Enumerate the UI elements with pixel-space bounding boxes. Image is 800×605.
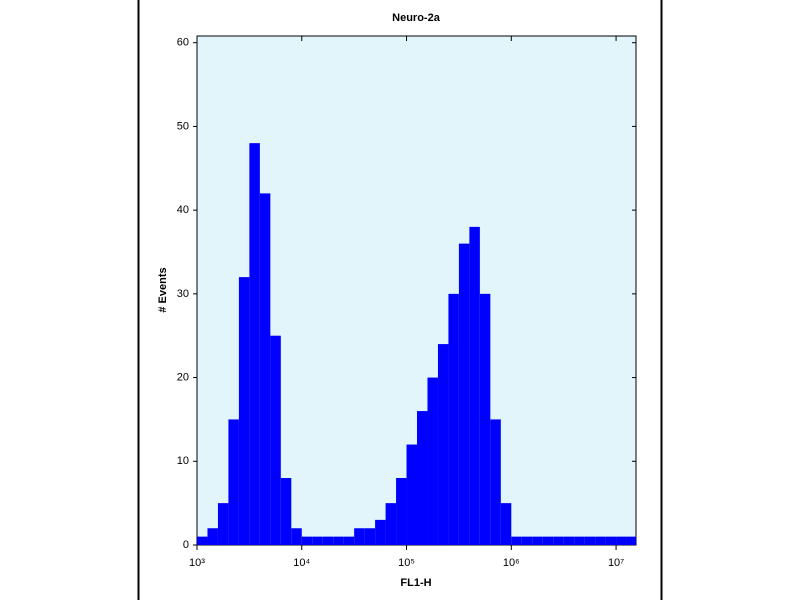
y-axis-label: # Events	[157, 267, 169, 312]
bar	[259, 193, 271, 545]
x-axis-label: FL1-H	[400, 577, 431, 589]
bar	[532, 536, 543, 545]
y-tick-label: 20	[177, 371, 189, 383]
bar	[228, 419, 239, 545]
bar	[217, 503, 229, 545]
bar	[375, 519, 386, 545]
y-tick-label: 60	[177, 37, 189, 49]
bar	[437, 344, 449, 545]
bar	[553, 536, 564, 545]
x-tick-label: 10⁵	[398, 557, 415, 569]
bar	[364, 528, 376, 545]
bar	[322, 536, 334, 545]
bar	[385, 503, 397, 545]
bar	[595, 536, 606, 545]
bar	[333, 536, 344, 545]
bar	[626, 536, 636, 545]
bar	[354, 528, 365, 545]
bar	[469, 226, 480, 545]
bar	[563, 536, 575, 545]
bar	[312, 536, 323, 545]
x-tick-label: 10⁴	[293, 557, 310, 569]
chart-title: Neuro-2a	[392, 12, 441, 24]
y-tick-label: 40	[177, 204, 189, 216]
bar	[238, 277, 250, 545]
bar	[197, 536, 208, 545]
bar	[280, 478, 292, 545]
y-tick-label: 50	[177, 120, 189, 132]
x-tick-label: 10⁷	[608, 557, 624, 569]
bar	[448, 293, 459, 545]
x-tick-label: 10⁶	[503, 557, 520, 569]
bar	[427, 377, 438, 545]
bar	[605, 536, 617, 545]
bar	[521, 536, 533, 545]
bar	[542, 536, 554, 545]
bar	[490, 419, 501, 545]
bar	[249, 143, 260, 545]
bar	[291, 528, 302, 545]
y-tick-label: 0	[183, 539, 189, 551]
bar	[458, 243, 470, 546]
bar	[584, 536, 596, 545]
bar	[301, 536, 313, 545]
bar	[396, 478, 407, 545]
bar	[511, 536, 522, 545]
bar	[406, 444, 418, 545]
bar	[417, 411, 428, 545]
bar	[270, 335, 281, 545]
bar	[574, 536, 585, 545]
bar	[479, 293, 491, 545]
x-tick-label: 10³	[189, 557, 205, 569]
y-tick-label: 10	[177, 455, 189, 467]
bar	[343, 536, 355, 545]
bar	[616, 536, 627, 545]
bar	[500, 503, 512, 545]
y-tick-label: 30	[177, 288, 189, 300]
bar	[207, 528, 218, 545]
